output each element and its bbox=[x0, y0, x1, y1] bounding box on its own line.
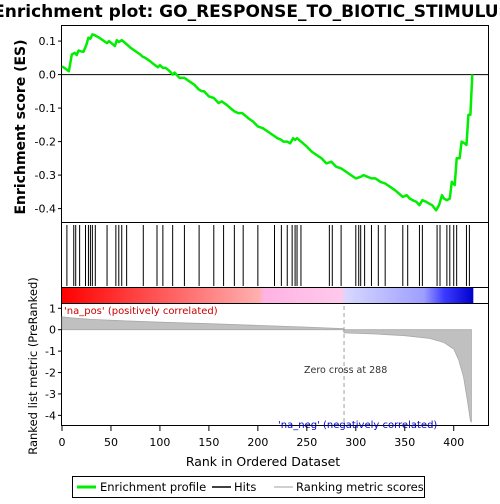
es-y-tick-label: 0.1 bbox=[39, 35, 57, 48]
negative-correlation-label: 'na_neg' (negatively correlated) bbox=[278, 420, 437, 431]
ranking-y-tick-label: -4 bbox=[45, 409, 56, 422]
x-tick-label: 300 bbox=[345, 436, 366, 449]
legend-profile-label: Enrichment profile bbox=[100, 480, 206, 494]
color-bar-fill bbox=[62, 288, 474, 303]
es-y-tick-label: -0.2 bbox=[35, 136, 56, 149]
ranking-y-tick-label: -3 bbox=[45, 388, 56, 401]
ranking-color-bar bbox=[62, 288, 474, 303]
x-tick-label: 250 bbox=[296, 436, 317, 449]
enrichment-profile-series bbox=[61, 33, 474, 212]
chart-title: Enrichment plot: GO_RESPONSE_TO_BIOTIC_S… bbox=[0, 2, 500, 22]
zero-cross-label: Zero cross at 288 bbox=[304, 365, 387, 376]
ranking-metric-area bbox=[61, 306, 472, 423]
legend-metric-label: Ranking metric scores bbox=[296, 480, 424, 494]
x-axis-label: Rank in Ordered Dataset bbox=[186, 454, 340, 469]
legend-entry-profile: Enrichment profile bbox=[77, 480, 206, 494]
ranking-y-tick-label: -2 bbox=[45, 367, 56, 380]
ranking-panel-frame bbox=[61, 303, 489, 426]
x-tick-label: 350 bbox=[394, 436, 415, 449]
ranking-y-tick-label: -1 bbox=[45, 345, 56, 358]
es-y-tick-label: -0.3 bbox=[35, 169, 56, 182]
es-y-tick-label: 0.0 bbox=[39, 69, 57, 82]
es-y-tick-label: -0.4 bbox=[35, 203, 56, 216]
x-tick-label: 0 bbox=[59, 436, 66, 449]
ranking-y-axis-label: Ranked list metric (PreRanked) bbox=[26, 277, 40, 455]
legend-entry-metric: Ranking metric scores bbox=[274, 480, 424, 494]
ranking-metric-fill bbox=[61, 316, 472, 423]
x-tick-label: 150 bbox=[198, 436, 219, 449]
x-tick-label: 50 bbox=[104, 436, 118, 449]
enrichment-profile-line bbox=[61, 33, 474, 212]
ranking-y-ticks: 1 0 -1 -2 -3 -4 bbox=[45, 302, 62, 422]
legend-box bbox=[72, 476, 425, 498]
x-axis-ticks: 0 50 100 150 200 250 300 350 400 bbox=[59, 426, 464, 449]
ranking-y-tick-label: 1 bbox=[49, 302, 56, 315]
legend-entry-hits: Hits bbox=[212, 480, 256, 494]
ranking-y-tick-label: 0 bbox=[49, 324, 56, 337]
positive-correlation-label: 'na_pos' (positively correlated) bbox=[64, 306, 218, 317]
es-y-ticks: 0.1 0.0 -0.1 -0.2 -0.3 -0.4 bbox=[35, 35, 62, 216]
x-tick-label: 400 bbox=[443, 436, 464, 449]
hits-ticks bbox=[66, 225, 470, 286]
es-panel-frame bbox=[61, 25, 489, 223]
legend-hits-label: Hits bbox=[234, 480, 256, 494]
x-tick-label: 100 bbox=[149, 436, 170, 449]
es-y-axis-label: Enrichment score (ES) bbox=[13, 39, 29, 214]
x-tick-label: 200 bbox=[247, 436, 268, 449]
es-y-tick-label: -0.1 bbox=[35, 102, 56, 115]
